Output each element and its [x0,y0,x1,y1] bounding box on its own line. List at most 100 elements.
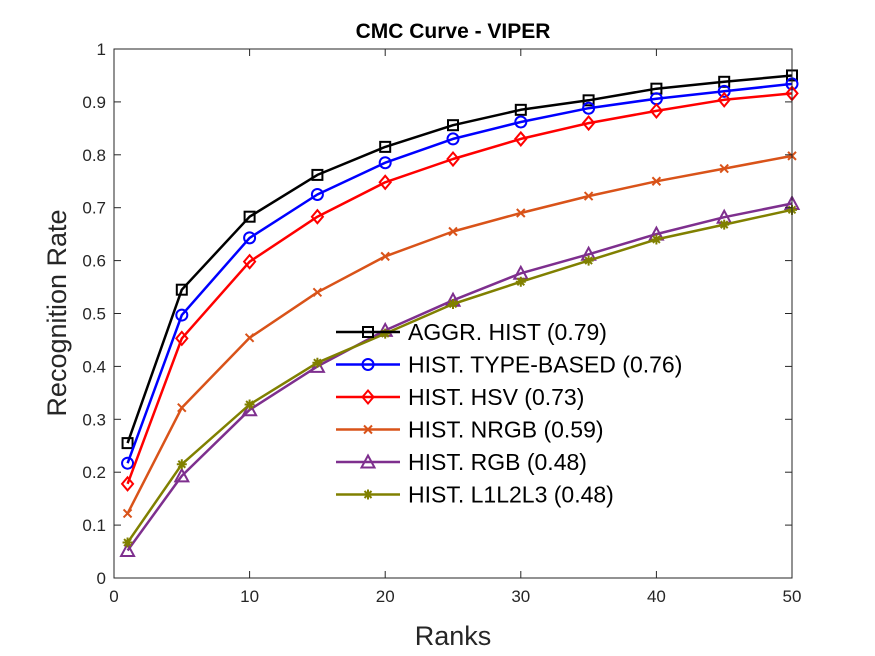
data-point [582,94,595,107]
legend-label: HIST. HSV (0.73) [408,384,584,410]
data-point [310,187,324,201]
legend-marker [363,424,373,435]
data-point [515,276,526,287]
series-1 [121,77,799,470]
data-point [121,456,135,470]
legend-item: HIST. HSV (0.73) [336,384,584,410]
y-tick-label: 0.7 [82,199,106,218]
data-point [122,508,133,519]
data-point [120,475,135,492]
data-point [447,119,459,132]
data-point [513,130,528,147]
y-tick-label: 0.1 [82,516,106,535]
x-tick-label: 40 [647,587,666,606]
legend-marker [361,388,375,406]
y-tick-label: 1 [97,40,106,59]
data-point [583,191,594,201]
data-point [516,208,526,218]
legend-item: HIST. L1L2L3 (0.48) [336,482,614,508]
data-point [583,255,594,266]
legend-label: HIST. NRGB (0.59) [408,417,604,443]
x-axis-label: Ranks [415,621,492,651]
legend-label: HIST. L1L2L3 (0.48) [408,482,614,508]
data-point [582,101,596,115]
data-point [649,102,664,119]
series-0 [121,69,798,450]
x-tick-label: 50 [783,587,802,606]
x-tick-label: 30 [511,587,530,606]
legend-marker [359,453,377,469]
data-point [121,437,134,450]
x-tick-label: 20 [376,587,395,606]
x-tick-label: 10 [240,587,259,606]
legend-marker [361,358,375,371]
data-point [243,231,257,245]
y-tick-label: 0.2 [82,463,106,482]
y-tick-label: 0 [97,569,106,588]
series-5 [122,204,797,548]
data-point [514,115,528,129]
chart-title: CMC Curve - VIPER [356,20,551,43]
data-point [312,287,323,298]
data-point [244,399,255,410]
data-point [175,308,189,322]
data-point [177,402,187,413]
data-point [581,115,596,132]
x-tick-label: 0 [109,587,118,606]
data-point [174,330,189,347]
data-point [651,176,662,186]
data-point [176,459,187,470]
plot-background [114,49,792,578]
data-point [448,298,458,309]
series-line [126,82,793,464]
data-point [446,132,460,146]
data-point [378,156,392,170]
legend-marker [363,489,373,500]
data-point [717,84,731,98]
data-point [244,333,255,343]
legend-marker [362,326,374,338]
legend-label: AGGR. HIST (0.79) [408,319,607,345]
data-point [175,283,188,296]
legend-item: HIST. TYPE-BASED (0.76) [336,352,682,378]
data-point [241,401,258,417]
legend-item: HIST. RGB (0.48) [336,449,587,475]
y-axis-label: Recognition Rate [42,209,72,416]
series-line [126,74,793,444]
data-point [312,357,323,368]
series-3 [122,151,797,519]
data-point [122,537,133,548]
data-point [719,219,730,230]
data-point [378,174,393,191]
y-tick-label: 0.5 [82,305,106,324]
data-point [446,150,460,168]
data-point [448,226,458,237]
legend: AGGR. HIST (0.79) HIST. TYPE-BASED (0.76)… [336,319,682,508]
data-point [379,140,392,153]
y-tick-label: 0.6 [82,252,106,271]
data-point [380,251,390,262]
series-group [119,69,801,557]
data-point [651,234,662,245]
data-point [311,168,324,181]
data-point [173,467,190,483]
data-point [719,163,729,174]
y-tick-label: 0.9 [82,93,106,112]
y-tick-label: 0.8 [82,146,106,165]
y-tick-label: 0.4 [82,357,106,376]
data-point [242,253,257,270]
data-point [514,103,527,116]
legend-label: HIST. RGB (0.48) [408,449,587,475]
data-point [380,328,391,339]
data-point [717,91,732,108]
data-point [243,210,256,223]
data-point [310,208,325,225]
legend-item: HIST. NRGB (0.59) [336,417,604,443]
y-tick-label: 0.3 [82,410,106,429]
legend-item: AGGR. HIST (0.79) [336,319,607,345]
data-point [119,541,136,557]
series-line [126,92,793,485]
legend-label: HIST. TYPE-BASED (0.76) [408,352,682,378]
ticks-group: 0 10 20 30 40 50 0 0.1 0.2 0.3 0.4 0.5 0.6 0.7 0.8 0.9 1 [82,40,801,606]
